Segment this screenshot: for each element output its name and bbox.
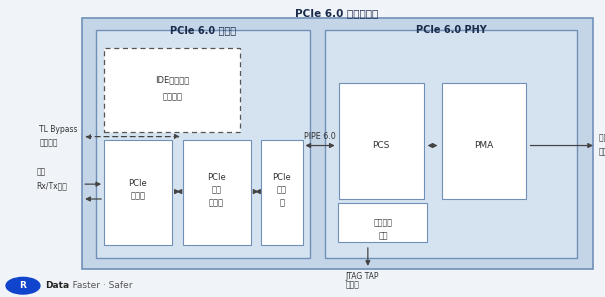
Text: PMA: PMA [474, 141, 494, 150]
Text: 最高x16 Tx，Rx，: 最高x16 Tx，Rx， [599, 132, 605, 141]
Circle shape [6, 277, 40, 294]
FancyBboxPatch shape [104, 140, 172, 245]
Text: 串行链路: 串行链路 [599, 147, 605, 156]
Text: PCIe
事务层: PCIe 事务层 [129, 179, 147, 201]
Text: （可选）: （可选） [39, 138, 58, 147]
Text: PCS: PCS [373, 141, 390, 150]
FancyBboxPatch shape [338, 203, 427, 242]
Text: PCIe
物理
层: PCIe 物理 层 [273, 173, 291, 207]
Text: Rx/Tx接口: Rx/Tx接口 [36, 181, 67, 190]
FancyBboxPatch shape [325, 30, 577, 258]
FancyBboxPatch shape [261, 140, 302, 245]
Text: PCIe 6.0 PHY: PCIe 6.0 PHY [416, 25, 486, 35]
FancyBboxPatch shape [442, 83, 526, 199]
Text: JTAG TAP: JTAG TAP [345, 272, 379, 281]
FancyBboxPatch shape [104, 48, 240, 132]
FancyBboxPatch shape [339, 83, 423, 199]
FancyBboxPatch shape [82, 18, 593, 269]
Text: 高效: 高效 [36, 168, 45, 177]
FancyBboxPatch shape [96, 30, 310, 258]
Text: PCIe 6.0 控制器: PCIe 6.0 控制器 [169, 25, 236, 35]
Text: R: R [19, 281, 27, 290]
Text: · Faster · Safer: · Faster · Safer [64, 281, 132, 290]
Text: TL Bypass: TL Bypass [39, 125, 78, 134]
Text: 控制器: 控制器 [345, 281, 359, 290]
Text: IDE安全引擎: IDE安全引擎 [155, 76, 189, 85]
Text: PCIe 6.0 接口子系统: PCIe 6.0 接口子系统 [295, 8, 379, 18]
Text: 口核: 口核 [378, 232, 388, 241]
Text: PCIe
数据
链路层: PCIe 数据 链路层 [208, 173, 226, 207]
Text: Data: Data [45, 281, 70, 290]
Text: 寄存器液: 寄存器液 [373, 219, 393, 228]
Text: （可选）: （可选） [162, 92, 183, 101]
FancyBboxPatch shape [183, 140, 251, 245]
Text: PIPE 6.0: PIPE 6.0 [304, 132, 336, 141]
